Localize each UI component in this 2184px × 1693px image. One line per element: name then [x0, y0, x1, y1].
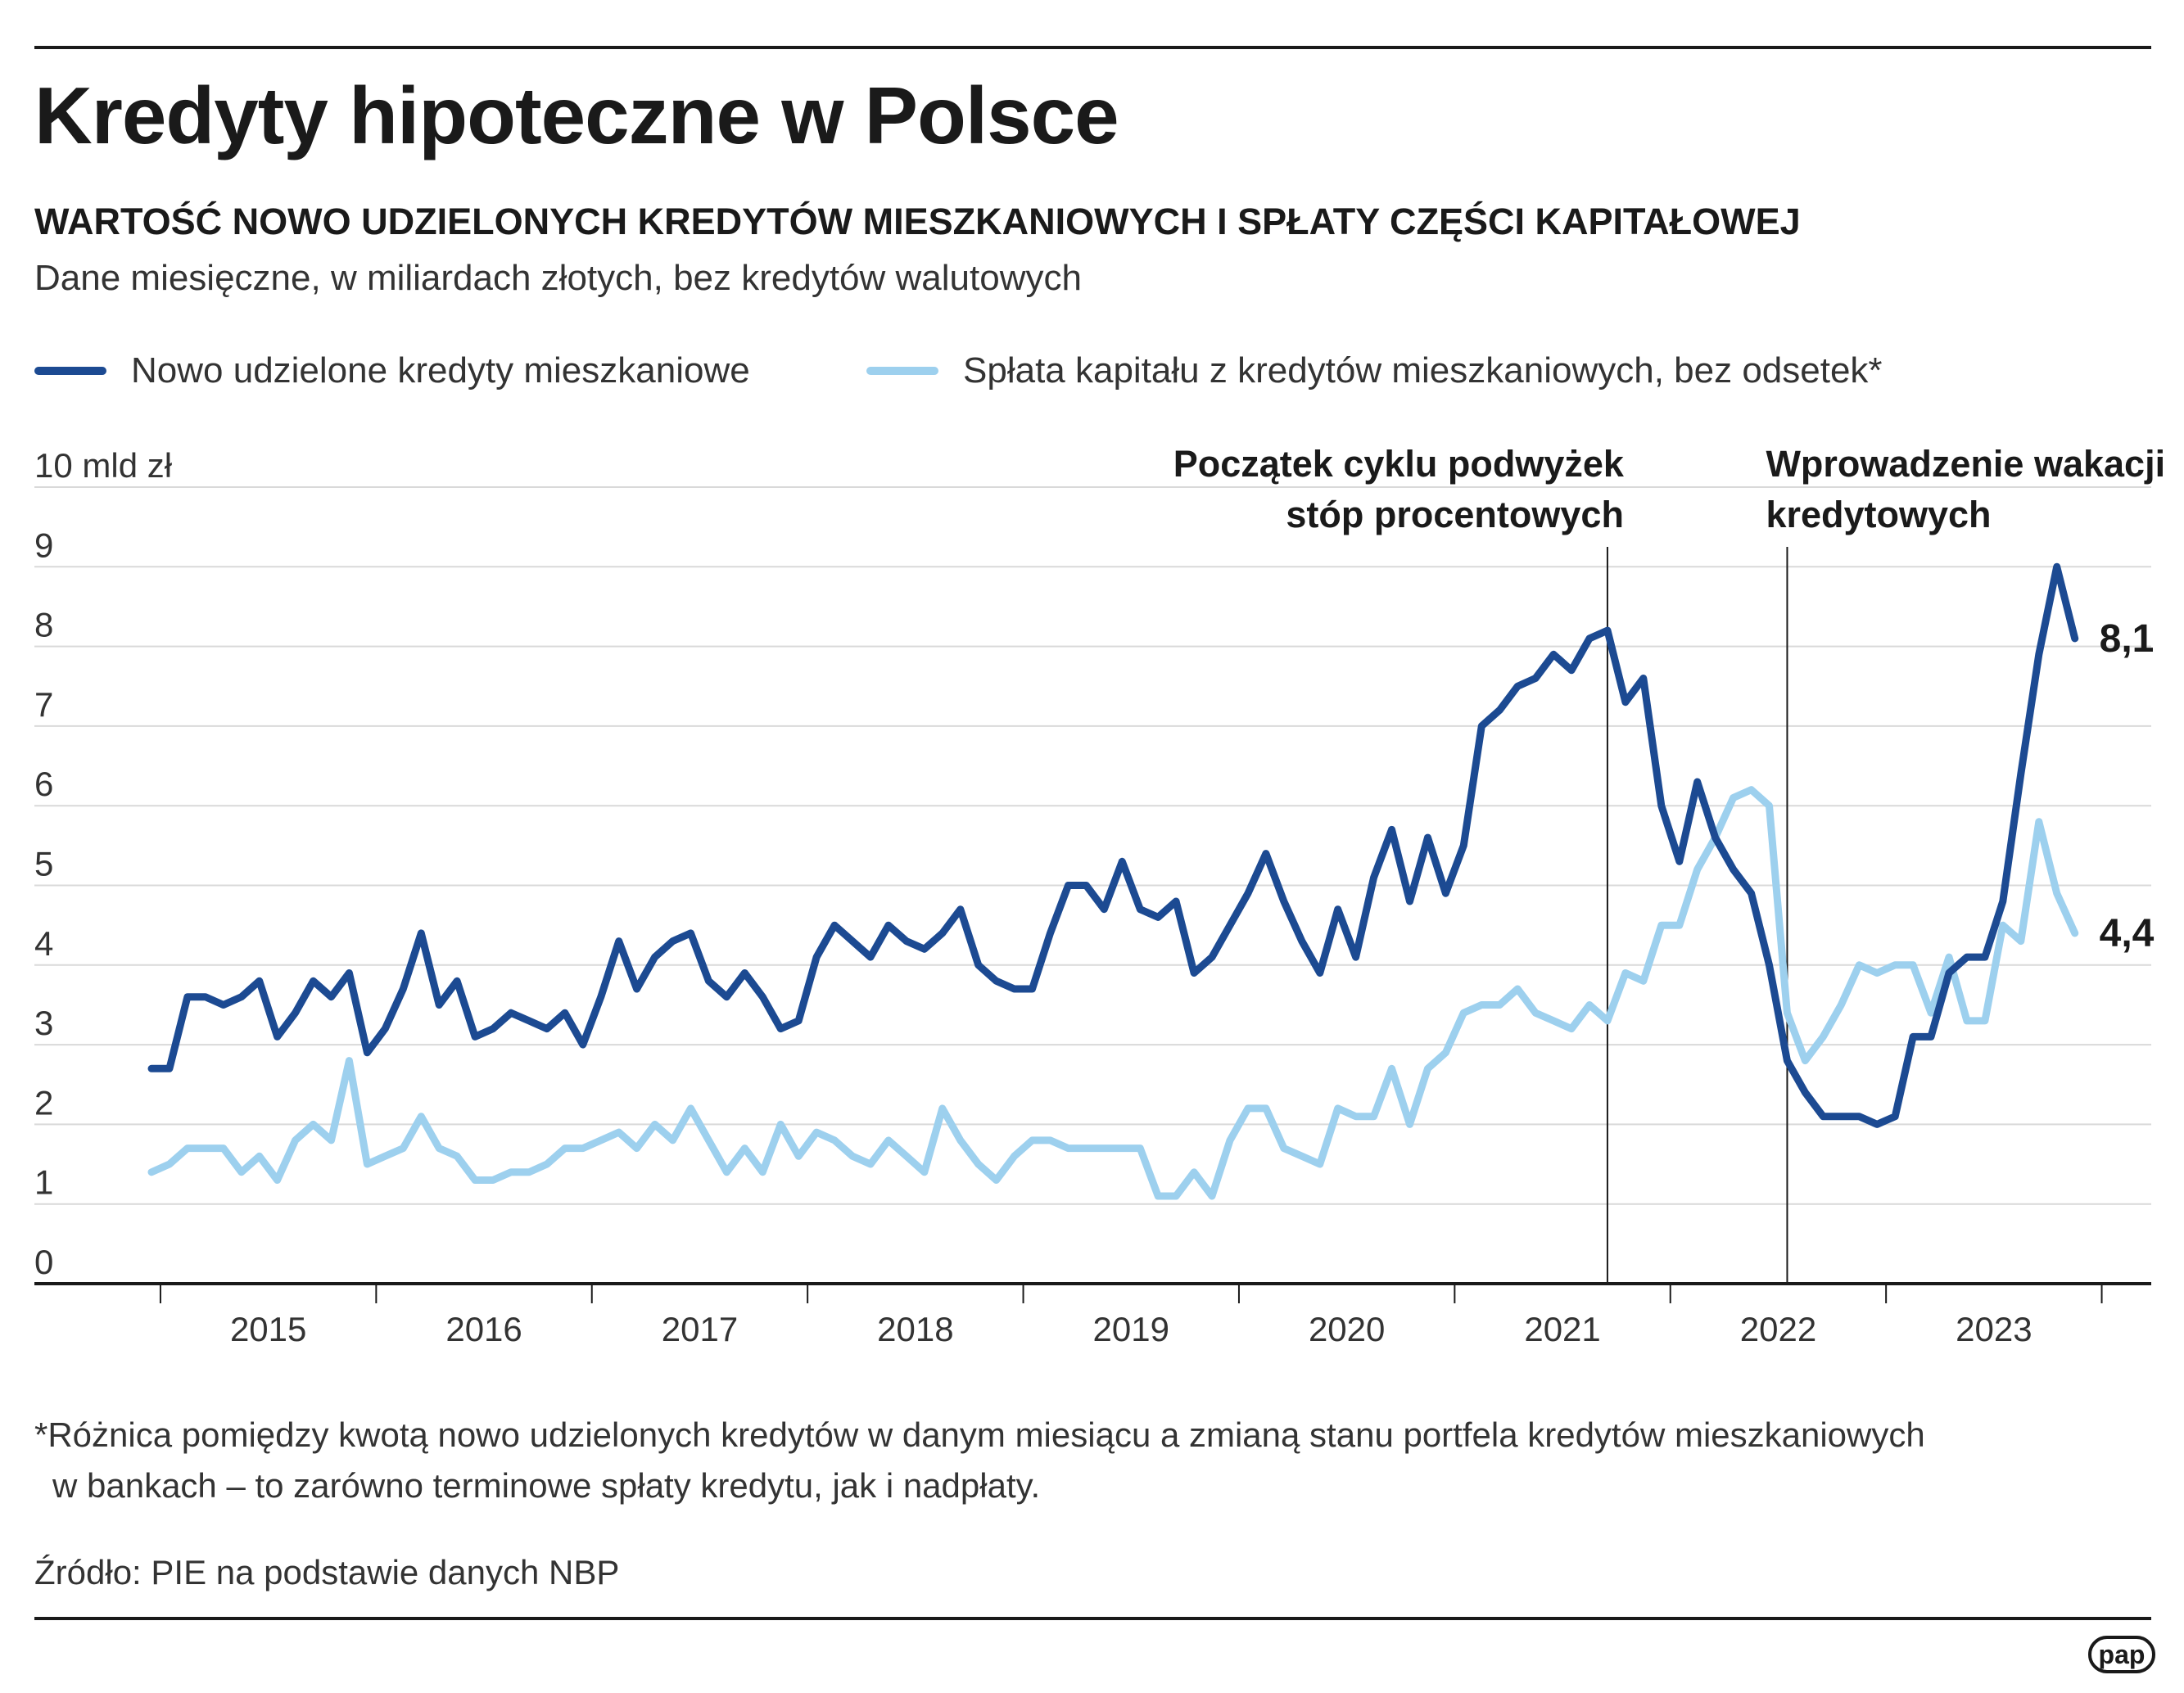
y-tick-label-2: 2: [34, 1083, 53, 1122]
y-tick-label-6: 6: [34, 765, 53, 803]
y-tick-label-0: 0: [34, 1243, 53, 1281]
bottom-rule: [34, 1617, 2151, 1620]
x-tick-label-2016: 2016: [445, 1310, 522, 1348]
x-tick-label-2022: 2022: [1740, 1310, 1816, 1348]
legend-swatch-repayments: [866, 367, 938, 375]
y-tick-label-7: 7: [34, 685, 53, 724]
annotation-1-line-1: kredytowych: [1766, 494, 1991, 535]
x-tick-label-2015: 2015: [230, 1310, 306, 1348]
legend-swatch-new-loans: [34, 367, 106, 375]
x-tick-label-2020: 2020: [1309, 1310, 1385, 1348]
footnote-line-1: *Różnica pomiędzy kwotą nowo udzielonych…: [34, 1415, 1925, 1454]
legend-item-new-loans: Nowo udzielone kredyty mieszkaniowe: [34, 350, 750, 391]
footnote-line-2: w bankach – to zarówno terminowe spłaty …: [52, 1466, 1041, 1505]
pap-logo: pap: [2088, 1636, 2155, 1673]
end-label-new-loans: 8,1: [2100, 617, 2155, 661]
x-tick-label-2018: 2018: [877, 1310, 953, 1348]
end-label-repayments: 4,4: [2100, 912, 2155, 955]
chart-description: Dane miesięczne, w miliardach złotych, b…: [34, 258, 1082, 298]
legend-item-repayments: Spłata kapitału z kredytów mieszkaniowyc…: [866, 350, 1883, 391]
annotation-1-line-0: Wprowadzenie wakacji: [1766, 443, 2165, 485]
annotation-0-line-0: Początek cyklu podwyżek: [1173, 443, 1625, 485]
y-tick-label-10: 10 mld zł: [34, 446, 173, 485]
line-chart: 0 1 2 3 4 5 6 7 8 9 10 mld zł 4,4 8,1 2015 2016 2017 201…: [34, 443, 2165, 1348]
chart-title: Kredyty hipoteczne w Polsce: [34, 70, 1119, 160]
x-tick-label-2017: 2017: [662, 1310, 738, 1348]
y-tick-label-5: 5: [34, 845, 53, 883]
legend-label-new-loans: Nowo udzielone kredyty mieszkaniowe: [131, 350, 750, 391]
x-tick-label-2023: 2023: [1956, 1310, 2032, 1348]
series-line-repayments: [147, 786, 2079, 1200]
footnote: *Różnica pomiędzy kwotą nowo udzielonych…: [34, 1410, 2147, 1511]
y-tick-label-1: 1: [34, 1163, 53, 1202]
y-tick-label-3: 3: [34, 1004, 53, 1042]
chart-subtitle: WARTOŚĆ NOWO UDZIELONYCH KREDYTÓW MIESZK…: [34, 201, 1801, 242]
annotation-0-line-1: stóp procentowych: [1286, 494, 1624, 535]
x-tick-label-2019: 2019: [1093, 1310, 1169, 1348]
y-tick-label-9: 9: [34, 526, 53, 564]
source-note: Źródło: PIE na podstawie danych NBP: [34, 1553, 620, 1591]
series-line-new-loans: [147, 562, 2079, 1128]
top-rule: [34, 46, 2151, 49]
x-tick-label-2021: 2021: [1524, 1310, 1600, 1348]
y-tick-label-4: 4: [34, 924, 53, 963]
y-tick-label-8: 8: [34, 606, 53, 644]
legend-label-repayments: Spłata kapitału z kredytów mieszkaniowyc…: [963, 350, 1883, 391]
